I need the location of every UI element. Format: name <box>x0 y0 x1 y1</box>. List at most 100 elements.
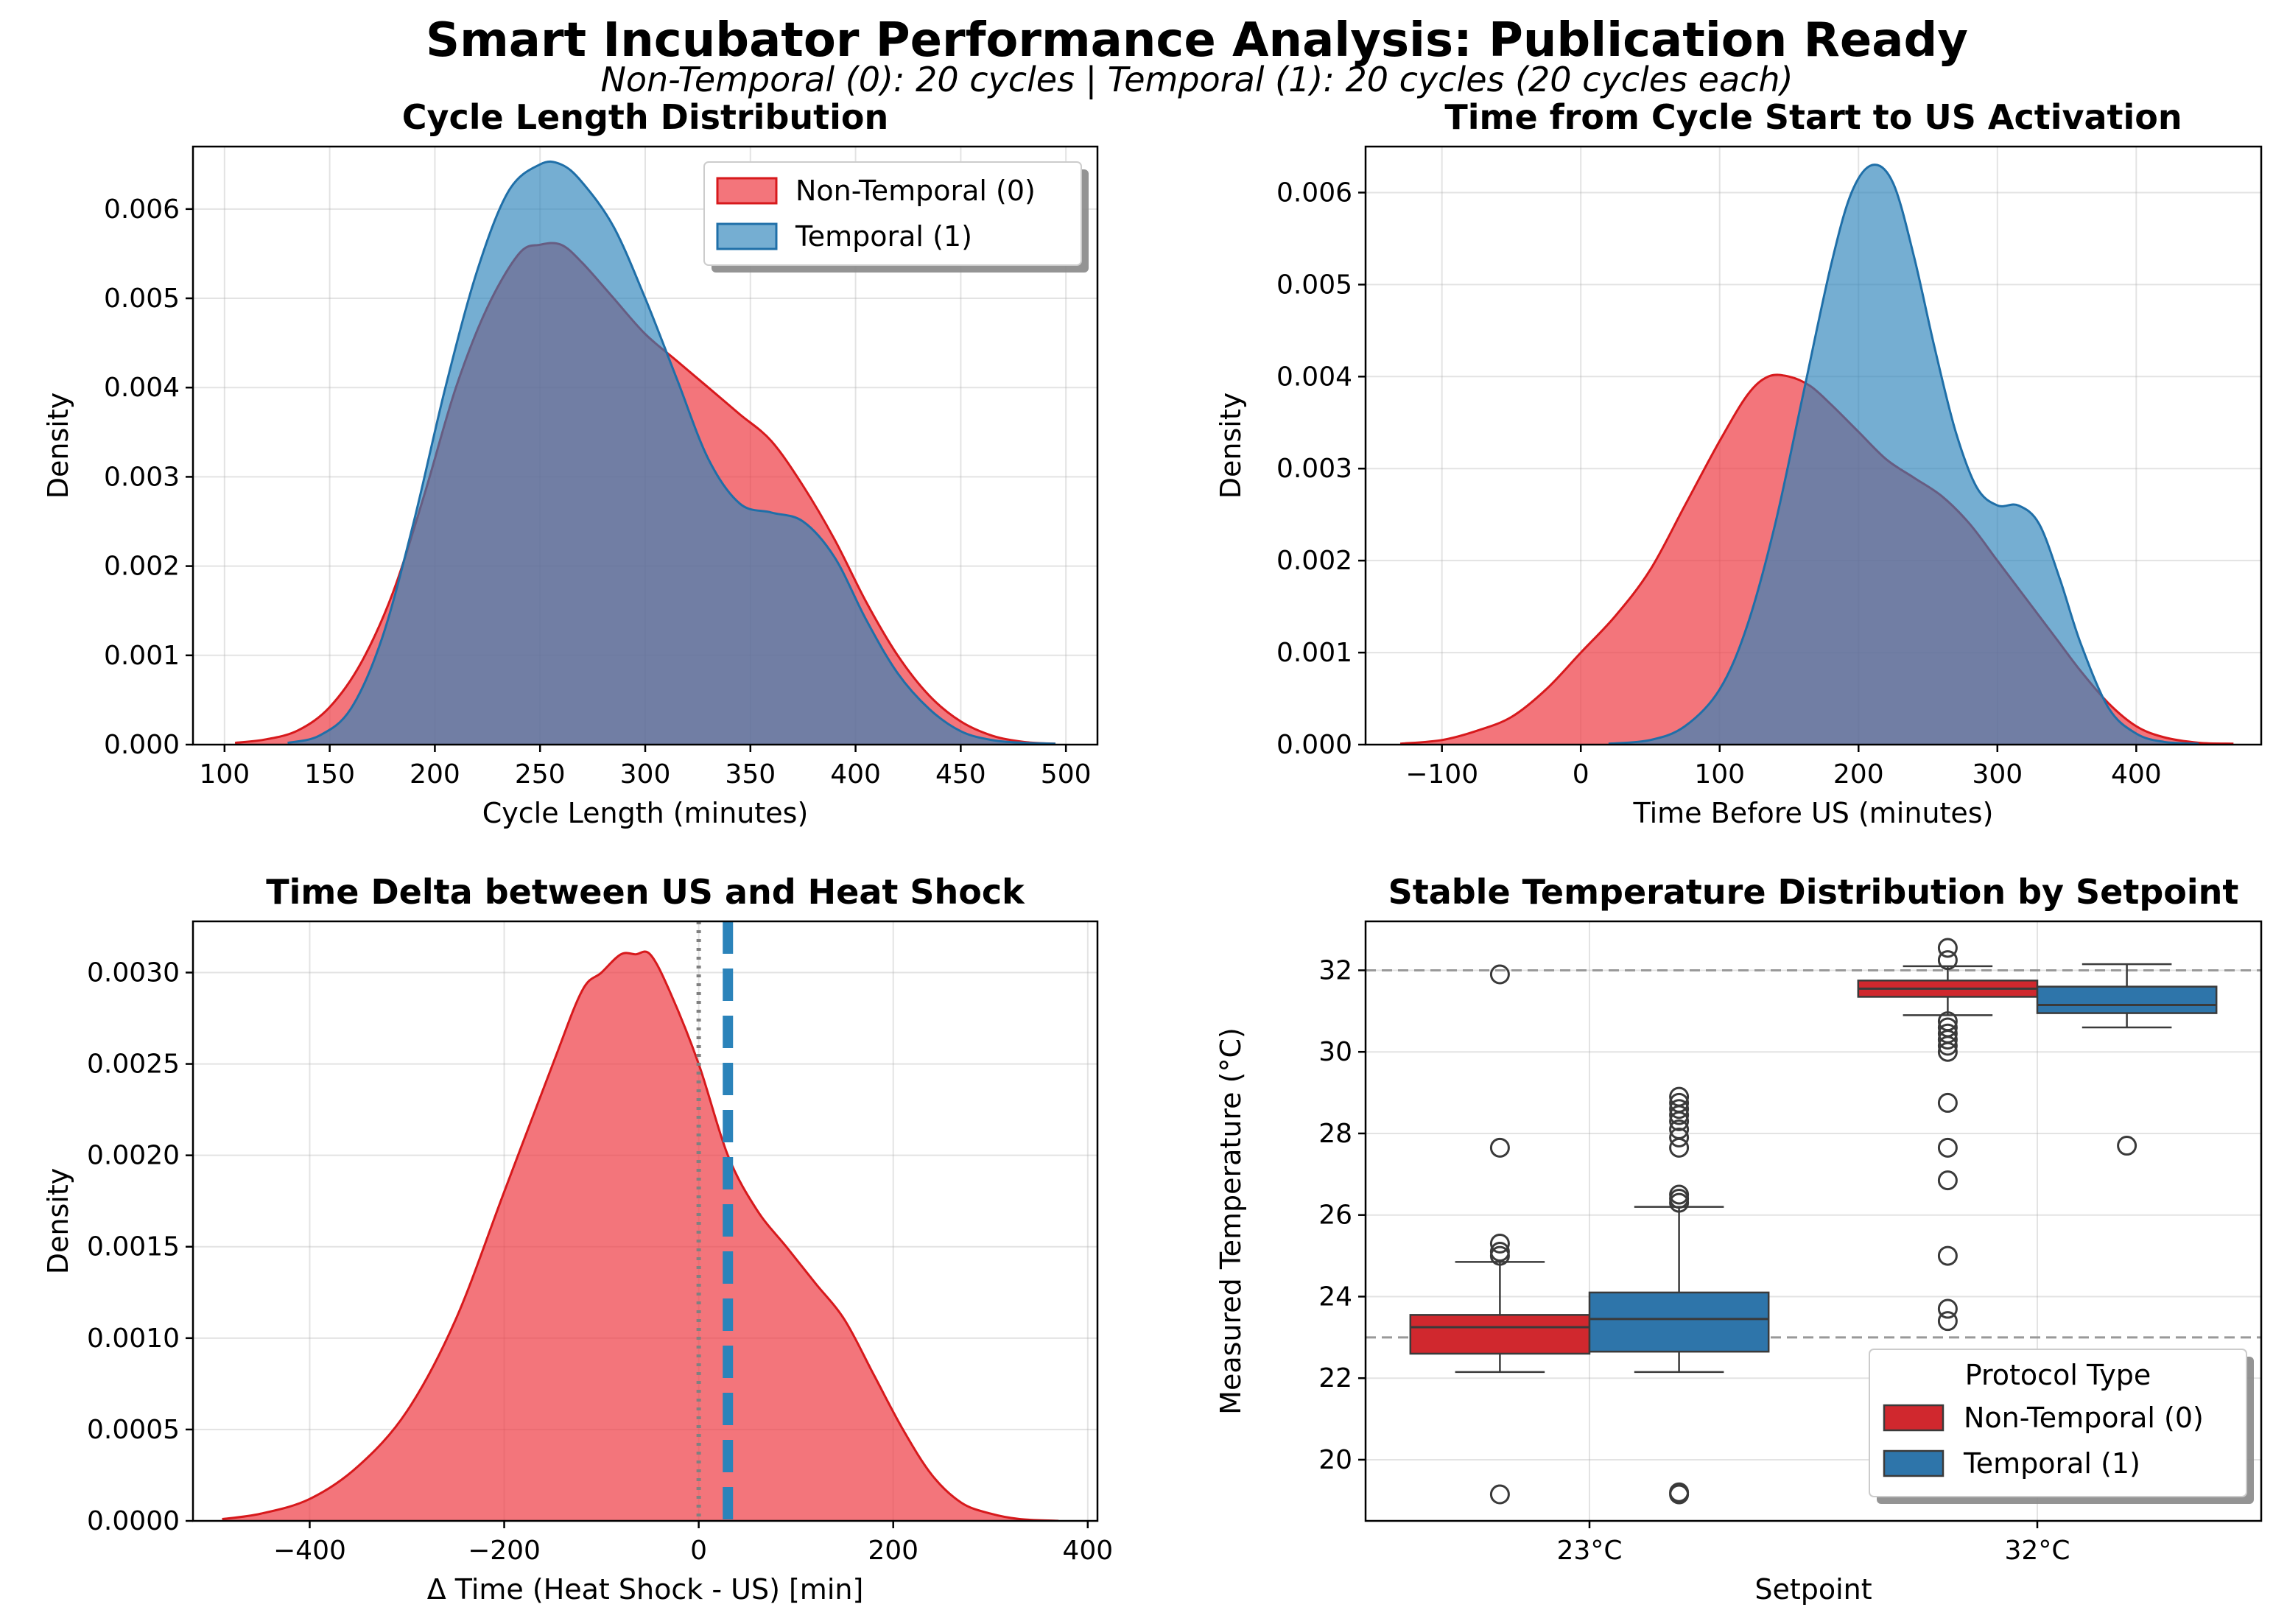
x-tick-label: 500 <box>1041 759 1092 790</box>
ticks: 0.0000 0.0005 0.0010 0.0015 0.0020 0.0025 0.00… <box>87 957 1113 1566</box>
x-tick-label: 32°C <box>2005 1536 2070 1566</box>
y-tick-label: 20 <box>1318 1445 1352 1475</box>
x-tick-label: 100 <box>199 759 250 790</box>
y-tick-label: 24 <box>1318 1282 1352 1312</box>
legend-swatch <box>716 222 778 250</box>
y-axis-label: Density <box>1215 393 1247 499</box>
y-axis-label: Density <box>42 393 74 499</box>
x-tick-label: 100 <box>1694 759 1745 790</box>
legend-title: Protocol Type <box>1965 1359 2151 1391</box>
ticks: 0.000 0.001 0.002 0.003 0.004 0.005 0.006 −100 0… <box>1276 177 2162 790</box>
plot-area <box>234 160 1055 745</box>
outlier-point <box>1669 1119 1690 1139</box>
outlier-point <box>1937 950 1958 971</box>
panel-stable-temperature: 20 22 24 26 28 30 32 23°C 32°C Stable Temperature… <box>1215 872 2263 1606</box>
ticks: 20 22 24 26 28 30 32 23°C 32°C <box>1318 955 2070 1566</box>
outlier-point <box>1489 1137 1510 1158</box>
y-tick-label: 0.006 <box>1276 177 1352 208</box>
legend-swatch <box>716 177 778 205</box>
outlier-point <box>1669 1099 1690 1119</box>
density-line-temporal <box>287 160 1055 745</box>
x-tick-label: 400 <box>2111 759 2162 790</box>
outlier-point <box>1669 1184 1690 1205</box>
box-non-temporal-32c <box>1857 938 2039 1332</box>
panel-title: Time Delta between US and Heat Shock <box>266 872 1025 912</box>
y-tick-label: 0.003 <box>1276 454 1352 484</box>
outlier-point <box>1489 1484 1510 1505</box>
outlier-point <box>1937 1245 1958 1266</box>
y-axis-label: Measured Temperature (°C) <box>1215 1027 1247 1415</box>
plot-area <box>1366 938 2261 1505</box>
legend: Protocol Type Non-Temporal (0) Temporal (1… <box>1869 1349 2254 1504</box>
y-tick-label: 0.0030 <box>87 957 180 988</box>
y-tick-label: 0.0000 <box>87 1506 180 1536</box>
outlier-point <box>1937 1170 1958 1191</box>
x-tick-label: 0 <box>1573 759 1589 790</box>
outlier-point <box>1937 1298 1958 1319</box>
y-tick-label: 0.0015 <box>87 1232 180 1262</box>
figure-title: Smart Incubator Performance Analysis: Pu… <box>426 13 1968 68</box>
x-tick-label: 200 <box>868 1536 918 1566</box>
legend-label: Temporal (1) <box>1963 1447 2140 1480</box>
x-tick-label: 200 <box>410 759 460 790</box>
outlier-point <box>1937 1137 1958 1158</box>
panel-title: Time from Cycle Start to US Activation <box>1444 97 2182 137</box>
panel-time-delta: 0.0000 0.0005 0.0010 0.0015 0.0020 0.0025 0.00… <box>42 872 1113 1606</box>
panel-title: Cycle Length Distribution <box>402 97 889 137</box>
y-tick-label: 0.005 <box>1276 270 1352 300</box>
y-tick-label: 26 <box>1318 1201 1352 1231</box>
x-tick-label: 0 <box>690 1536 707 1566</box>
x-tick-label: 350 <box>725 759 776 790</box>
outlier-point <box>1937 1036 1958 1056</box>
x-tick-label: −100 <box>1405 759 1478 790</box>
density-line-temporal <box>1608 164 2199 745</box>
legend-label: Non-Temporal (0) <box>1964 1402 2204 1434</box>
legend-swatch <box>1883 1449 1945 1477</box>
y-tick-label: 0.003 <box>104 462 180 492</box>
density-area-non-temporal <box>222 952 1059 1521</box>
y-tick-label: 0.0005 <box>87 1415 180 1445</box>
outlier-point <box>1937 1030 1958 1050</box>
y-tick-label: 0.006 <box>104 194 180 225</box>
box-non-temporal-23c <box>1409 964 1591 1505</box>
legend-label: Temporal (1) <box>795 220 972 253</box>
y-tick-label: 0.002 <box>104 552 180 582</box>
plot-area <box>1399 164 2234 745</box>
y-tick-label: 30 <box>1318 1037 1352 1067</box>
outlier-point <box>1669 1482 1690 1502</box>
box-temporal-32c <box>2036 963 2218 1156</box>
x-axis-label: Setpoint <box>1754 1573 1872 1606</box>
x-tick-label: 300 <box>1972 759 2023 790</box>
outlier-point <box>1489 964 1510 985</box>
y-tick-label: 22 <box>1318 1363 1352 1393</box>
outlier-point <box>2117 1136 2137 1156</box>
y-tick-label: 0.004 <box>1276 362 1352 392</box>
x-axis-label: Δ Time (Heat Shock - US) [min] <box>427 1573 864 1606</box>
outlier-point <box>1937 1041 1958 1062</box>
panel-time-to-us: 0.000 0.001 0.002 0.003 0.004 0.005 0.006 −100 0… <box>1215 97 2263 829</box>
y-tick-label: 0.005 <box>104 284 180 314</box>
outlier-point <box>1489 1242 1510 1262</box>
y-tick-label: 0.000 <box>1276 730 1352 760</box>
y-tick-label: 0.002 <box>1276 546 1352 576</box>
axes-frame <box>1364 920 2263 1522</box>
y-tick-label: 0.0010 <box>87 1324 180 1354</box>
y-tick-label: 0.000 <box>104 730 180 760</box>
box-temporal-23c <box>1588 1086 1770 1505</box>
outlier-point <box>1937 1092 1958 1113</box>
legend-swatch <box>1883 1404 1945 1432</box>
y-tick-label: 0.001 <box>1276 638 1352 668</box>
y-tick-label: 0.0020 <box>87 1141 180 1171</box>
outlier-point <box>1937 938 1958 958</box>
plot-area <box>222 921 1059 1521</box>
outlier-point <box>1937 1311 1958 1332</box>
axes-frame <box>1364 145 2263 746</box>
figure-subtitle: Non-Temporal (0): 20 cycles | Temporal (… <box>600 60 1793 100</box>
y-axis-label: Density <box>42 1168 74 1274</box>
x-tick-label: −400 <box>273 1536 346 1566</box>
outlier-point <box>1669 1127 1690 1147</box>
panel-cycle-length: 0.000 0.001 0.002 0.003 0.004 0.005 0.006 100 15… <box>42 97 1099 829</box>
x-tick-label: 450 <box>935 759 986 790</box>
panel-title: Stable Temperature Distribution by Setpo… <box>1388 872 2239 912</box>
x-tick-label: 250 <box>515 759 566 790</box>
